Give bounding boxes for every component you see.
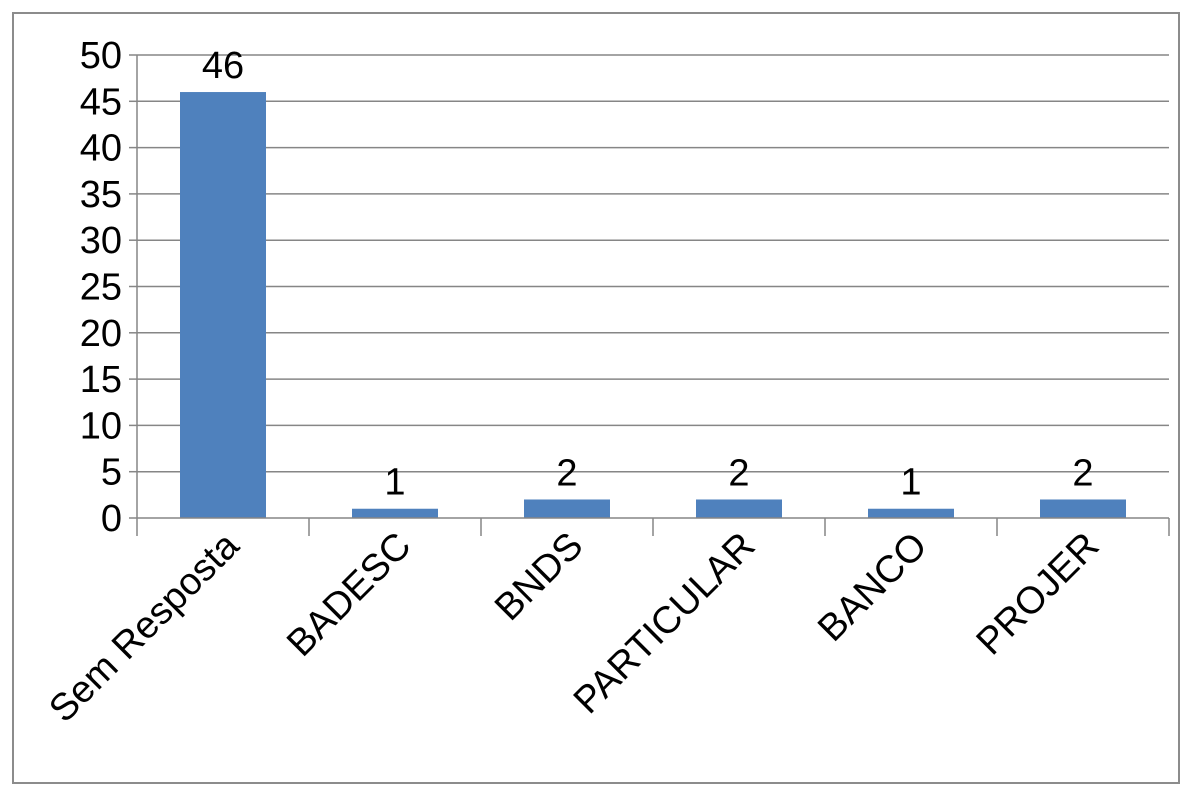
data-label: 2 [728,452,749,494]
y-tick-label: 0 [101,498,122,540]
y-tick-label: 45 [80,81,122,123]
y-tick-label: 50 [80,35,122,77]
category-label: BANCO [810,525,935,650]
category-label: BADESC [279,525,419,665]
bars [180,92,1126,518]
bar [524,499,610,518]
y-tick-label: 5 [101,452,122,494]
data-label: 46 [202,45,244,87]
y-tick-label: 20 [80,313,122,355]
bar [352,508,438,518]
y-tick-label: 15 [80,359,122,401]
bar [180,92,266,518]
data-labels: 46 1 2 2 1 2 [202,45,1094,504]
y-tick-label: 10 [80,405,122,447]
y-tick-label: 30 [80,220,122,262]
bar [1040,499,1126,518]
bar [696,499,782,518]
data-label: 2 [1072,452,1093,494]
axes [129,54,1170,536]
data-label: 1 [384,462,405,504]
category-label: Sem Resposta [41,524,248,731]
category-label: PROJER [969,525,1108,664]
y-tick-label: 40 [80,128,122,170]
bar [868,508,954,518]
data-label: 1 [900,462,921,504]
category-label: BNDS [487,525,591,629]
gridlines [137,54,1169,473]
category-label: PARTICULAR [566,525,763,722]
y-tick-label: 25 [80,267,122,309]
y-tick-label: 35 [80,174,122,216]
data-label: 2 [556,452,577,494]
